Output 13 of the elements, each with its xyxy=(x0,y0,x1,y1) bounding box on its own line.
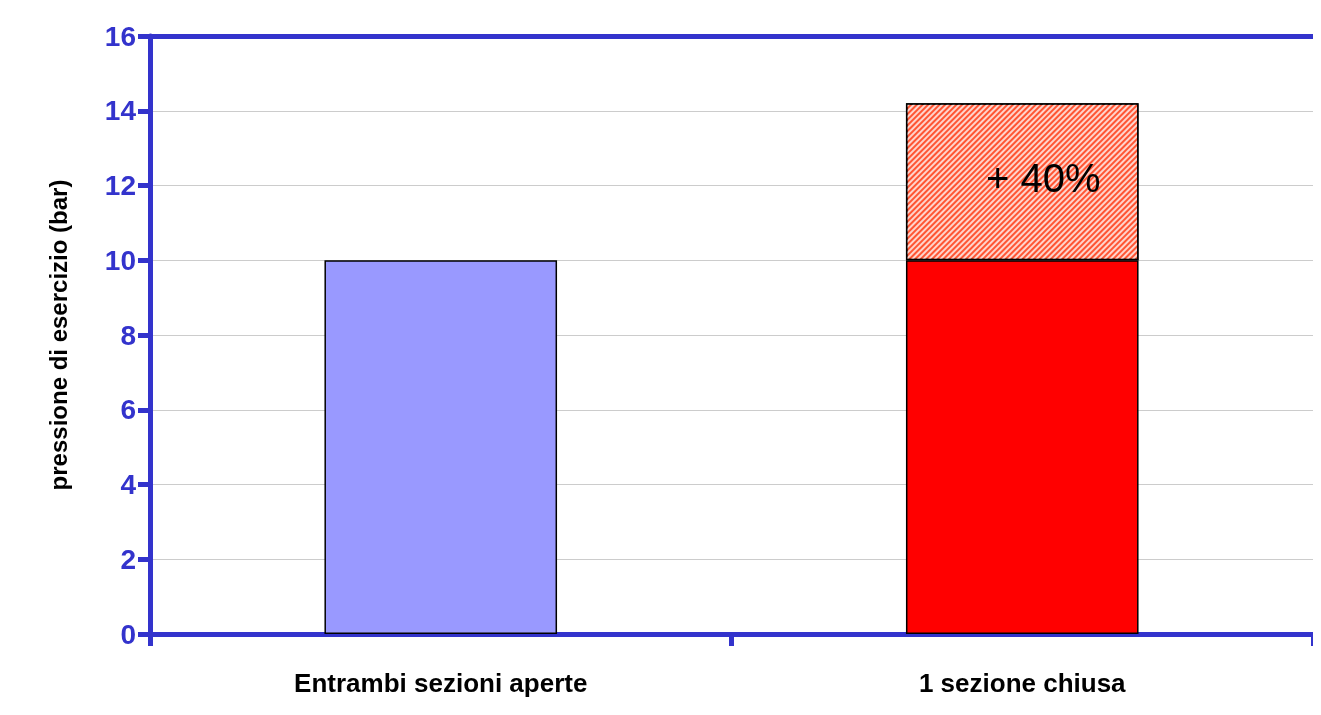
y-tick-label: 10 xyxy=(104,244,136,276)
y-tick-label: 2 xyxy=(120,543,136,575)
x-tick-label: 1 sezione chiusa xyxy=(918,668,1127,698)
x-tick-label: Entrambi sezioni aperte xyxy=(294,668,588,698)
y-axis-title: pressione di esercizio (bar) xyxy=(44,179,72,491)
y-tick-label: 4 xyxy=(120,469,137,500)
y-tick-label: 14 xyxy=(104,95,137,127)
annotation: + 40% xyxy=(986,156,1101,200)
y-tick-label: 12 xyxy=(104,170,136,201)
y-tick-label: 8 xyxy=(120,319,136,351)
y-tick-label: 0 xyxy=(120,618,136,650)
y-tick-label: 16 xyxy=(104,20,136,52)
y-tick-label: 6 xyxy=(120,394,136,426)
